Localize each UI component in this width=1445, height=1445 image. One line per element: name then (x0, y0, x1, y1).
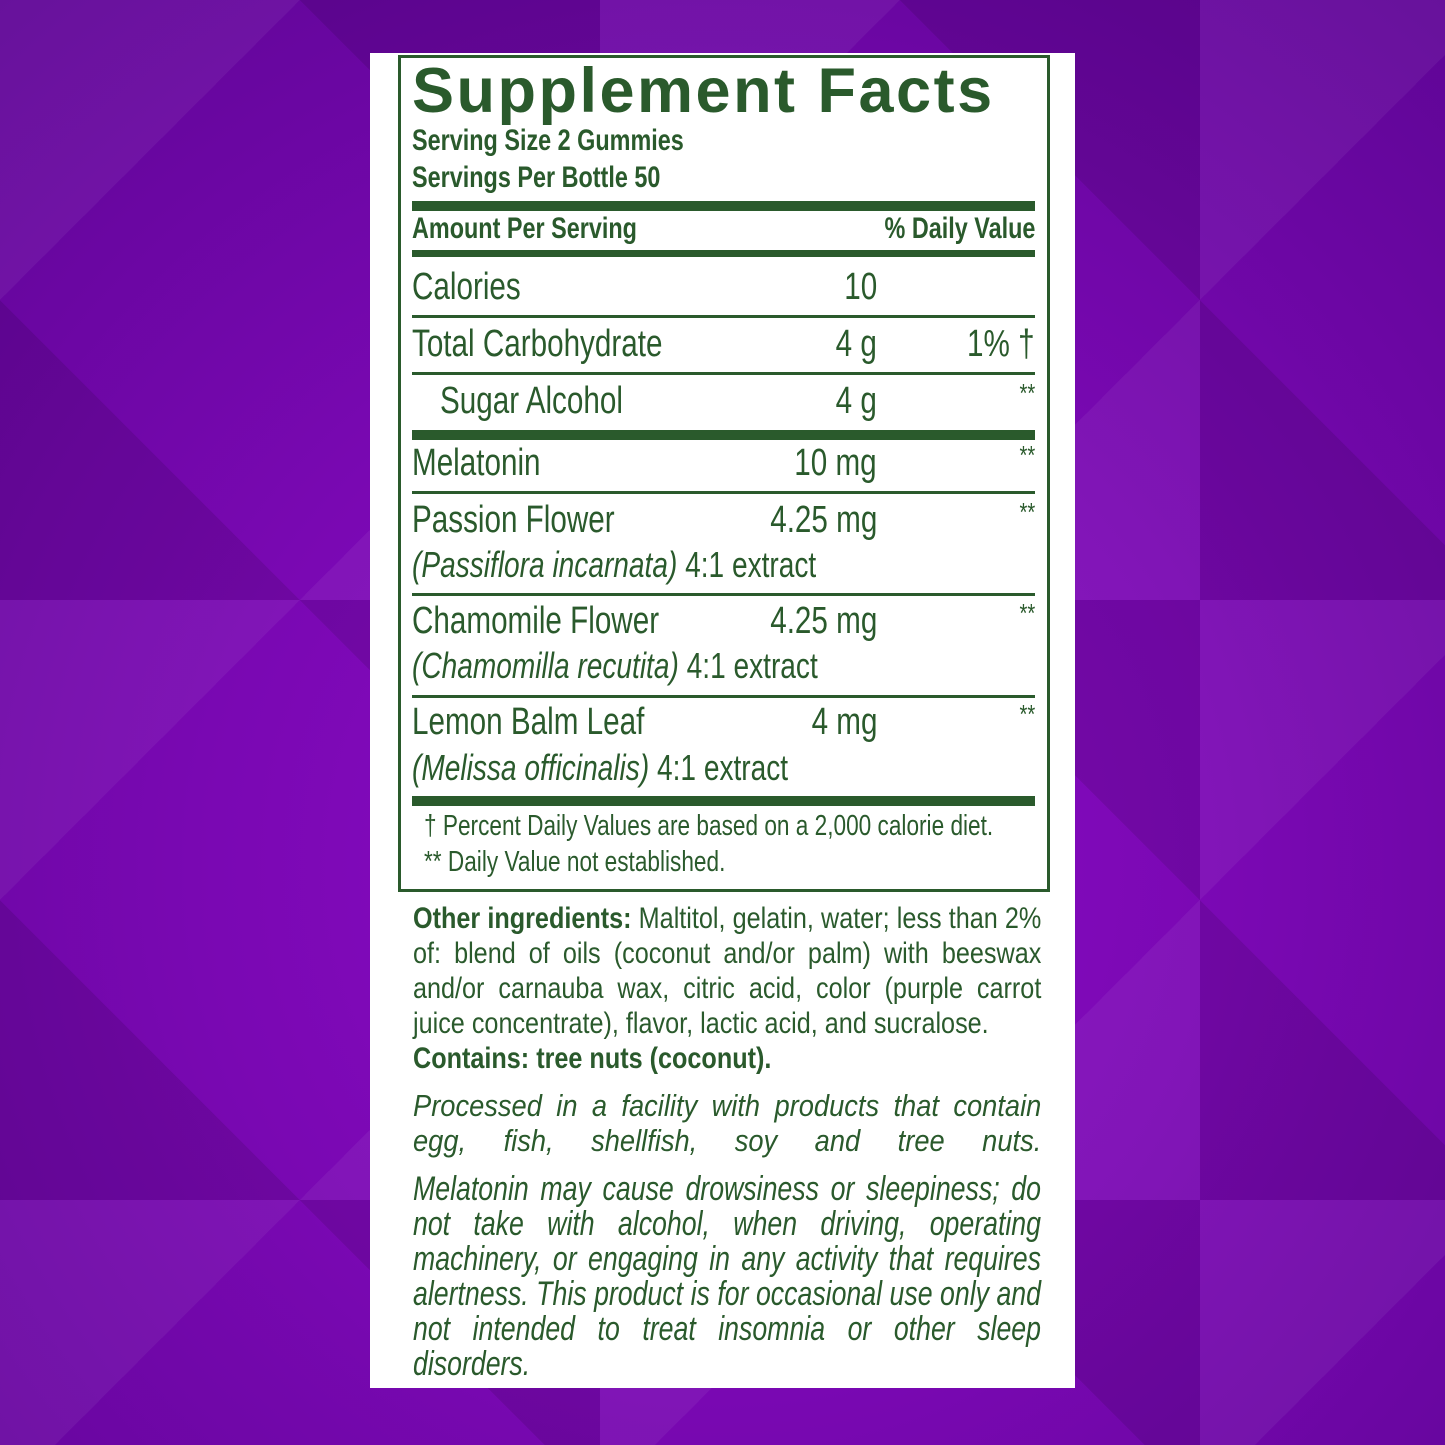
melatonin-warning: Melatonin may cause drowsiness or sleepi… (413, 1170, 1041, 1383)
servings-per-bottle: Servings Per Bottle 50 (412, 161, 661, 194)
footnote-daily-values: † Percent Daily Values are based on a 2,… (424, 810, 994, 842)
nutrient-dv: ** (1019, 497, 1035, 527)
nutrient-amount: 4 mg (811, 701, 877, 743)
divider (412, 491, 1035, 494)
facility-statement: Processed in a facility with products th… (413, 1088, 1042, 1158)
footnote-not-established: ** Daily Value not established. (424, 846, 726, 878)
nutrient-name: Chamomile Flower (412, 600, 660, 642)
nutrient-name: Lemon Balm Leaf (412, 701, 645, 743)
divider (412, 593, 1035, 596)
nutrient-dv: ** (1019, 378, 1035, 408)
nutrient-row: Lemon Balm Leaf (412, 701, 710, 744)
nutrient-row: Passion Flower (412, 499, 672, 542)
other-ingredients-text: Maltitol, gelatin, water; less than 2% o… (413, 902, 1042, 1040)
nutrient-dv: ** (1019, 440, 1035, 470)
thick-divider (412, 250, 1035, 257)
amount-per-serving-header: Amount Per Serving (412, 212, 637, 245)
label-text-column: Other ingredients: Maltitol, gelatin, wa… (413, 901, 1041, 1382)
nutrient-amount: 4.25 mg (769, 600, 877, 642)
extract-ratio: 4:1 extract (686, 645, 818, 686)
nutrient-dv: ** (1019, 598, 1035, 628)
divider (412, 372, 1035, 375)
divider (412, 315, 1035, 318)
label-panel (370, 53, 1075, 1388)
nutrient-row: Chamomile Flower (412, 600, 729, 643)
latin-name: (Passiflora incarnata) (412, 544, 678, 585)
serving-size: Serving Size 2 Gummies (412, 124, 684, 157)
thick-divider (412, 796, 1035, 806)
nutrient-name: Passion Flower (412, 499, 615, 541)
nutrient-name: Melatonin (412, 442, 541, 484)
divider (412, 695, 1035, 698)
extract-ratio: 4:1 extract (685, 544, 817, 585)
nutrient-row: Sugar Alcohol (440, 380, 675, 423)
nutrient-amount: 4.25 mg (769, 499, 877, 541)
thick-divider (412, 201, 1035, 211)
nutrient-name: Calories (412, 266, 521, 308)
nutrient-row: Calories (412, 266, 551, 309)
thick-divider (412, 430, 1035, 440)
nutrient-dv: ** (1019, 699, 1035, 729)
facts-title: Supplement Facts (412, 56, 995, 126)
nutrient-amount: 10 (844, 266, 877, 308)
latin-name: (Chamomilla recutita) (412, 645, 679, 686)
nutrient-row: Total Carbohydrate (412, 323, 733, 366)
nutrient-name: Sugar Alcohol (440, 380, 623, 422)
nutrient-amount: 4 g (835, 380, 877, 422)
nutrient-amount: 10 mg (794, 442, 877, 484)
allergen-contains: Contains: tree nuts (coconut). (413, 1042, 772, 1075)
supplement-facts-box (398, 55, 1050, 892)
extract-ratio: 4:1 extract (656, 747, 789, 788)
nutrient-dv: 1% † (967, 323, 1035, 365)
daily-value-header: % Daily Value (884, 212, 1035, 245)
nutrient-amount: 4 g (835, 323, 877, 365)
other-ingredients: Other ingredients: Maltitol, gelatin, wa… (413, 901, 1041, 1041)
nutrient-row: Melatonin (412, 442, 577, 485)
nutrient-name: Total Carbohydrate (412, 323, 663, 365)
other-ingredients-label: Other ingredients: (413, 902, 632, 935)
latin-name: (Melissa officinalis) (412, 747, 650, 788)
